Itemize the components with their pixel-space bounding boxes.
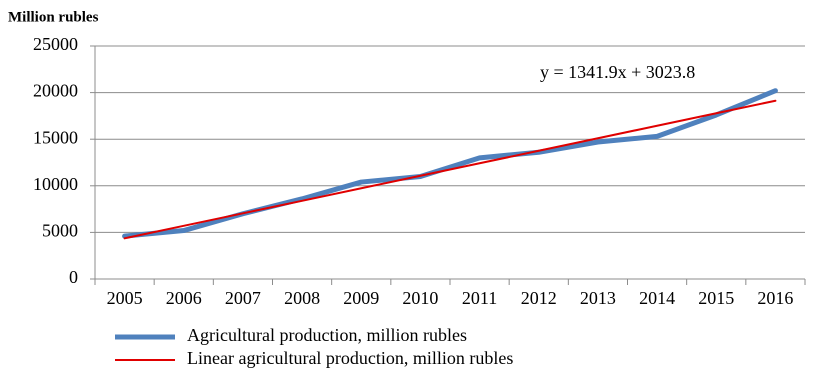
x-tick-label: 2013 [580,288,616,308]
y-tick-label: 5000 [42,221,78,241]
legend-label: Linear agricultural production, million … [187,348,513,368]
x-tick-label: 2005 [107,288,143,308]
y-axis-label: Million rubles [8,9,99,25]
series-line [123,99,777,240]
x-tick-label: 2015 [698,288,734,308]
x-tick-label: 2014 [639,288,675,308]
y-tick-label: 25000 [33,34,78,54]
y-tick-label: 10000 [33,174,78,194]
x-tick-label: 2010 [402,288,438,308]
y-tick-label: 15000 [33,127,78,147]
x-tick-label: 2011 [462,288,497,308]
y-tick-label: 0 [69,267,78,287]
x-tick-label: 2006 [166,288,202,308]
x-tick-label: 2009 [343,288,379,308]
x-tick-label: 2008 [284,288,320,308]
series-line [122,88,778,239]
y-tick-label: 20000 [33,81,78,101]
x-tick-label: 2012 [521,288,557,308]
trend-equation: y = 1341.9x + 3023.8 [540,62,695,82]
x-tick-label: 2016 [757,288,793,308]
legend-label: Agricultural production, million rubles [187,325,467,345]
x-tick-label: 2007 [225,288,261,308]
